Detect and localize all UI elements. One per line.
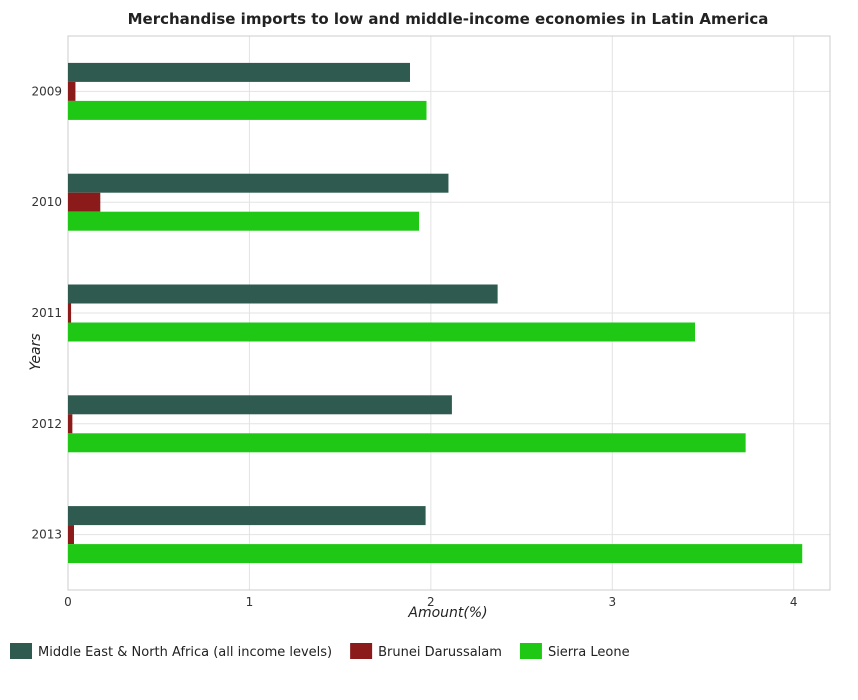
x-tick-label: 0 xyxy=(64,595,72,609)
x-tick-label: 4 xyxy=(790,595,798,609)
x-axis-label: Amount(%) xyxy=(407,605,487,621)
bar-brunei-darussalam-2011 xyxy=(68,303,72,323)
y-tick-label: 2011 xyxy=(31,306,62,320)
legend-swatch xyxy=(10,643,32,659)
bars xyxy=(68,62,803,564)
y-tick-label: 2010 xyxy=(31,195,62,209)
bar-brunei-darussalam-2013 xyxy=(68,525,74,545)
x-tick-label: 2 xyxy=(427,595,435,609)
y-axis-label: Years xyxy=(28,333,44,370)
grid-lines xyxy=(67,36,830,590)
bar-sierra-leone-2013 xyxy=(68,544,803,564)
x-tick-label: 3 xyxy=(608,595,616,609)
x-tick-label: 1 xyxy=(246,595,254,609)
bar-brunei-darussalam-2012 xyxy=(68,414,73,434)
bar-middle-east-north-africa-all-income-levels-2009 xyxy=(68,62,410,82)
bar-middle-east-north-africa-all-income-levels-2012 xyxy=(68,395,452,415)
x-axis-ticks: 0 1 2 3 4 xyxy=(64,595,797,609)
y-tick-label: 2012 xyxy=(31,417,62,431)
legend-label: Sierra Leone xyxy=(548,645,630,660)
bar-middle-east-north-africa-all-income-levels-2011 xyxy=(68,284,498,304)
bar-sierra-leone-2012 xyxy=(68,433,746,453)
chart-title: Merchandise imports to low and middle-in… xyxy=(128,10,769,28)
bar-middle-east-north-africa-all-income-levels-2013 xyxy=(68,506,426,526)
y-axis-ticks: 2009 2010 2011 2012 2013 xyxy=(31,84,62,541)
bar-middle-east-north-africa-all-income-levels-2010 xyxy=(68,173,449,193)
bar-brunei-darussalam-2010 xyxy=(68,192,101,212)
bar-sierra-leone-2011 xyxy=(68,322,696,342)
legend-label: Middle East & North Africa (all income l… xyxy=(38,645,332,660)
legend: Middle East & North Africa (all income l… xyxy=(10,643,630,660)
bar-brunei-darussalam-2009 xyxy=(68,81,76,101)
bar-sierra-leone-2009 xyxy=(68,100,427,120)
legend-swatch xyxy=(519,643,542,659)
legend-swatch xyxy=(350,643,373,659)
y-tick-label: 2013 xyxy=(31,528,62,542)
bar-sierra-leone-2010 xyxy=(68,211,420,231)
y-tick-label: 2009 xyxy=(31,84,62,98)
legend-label: Brunei Darussalam xyxy=(378,645,502,660)
